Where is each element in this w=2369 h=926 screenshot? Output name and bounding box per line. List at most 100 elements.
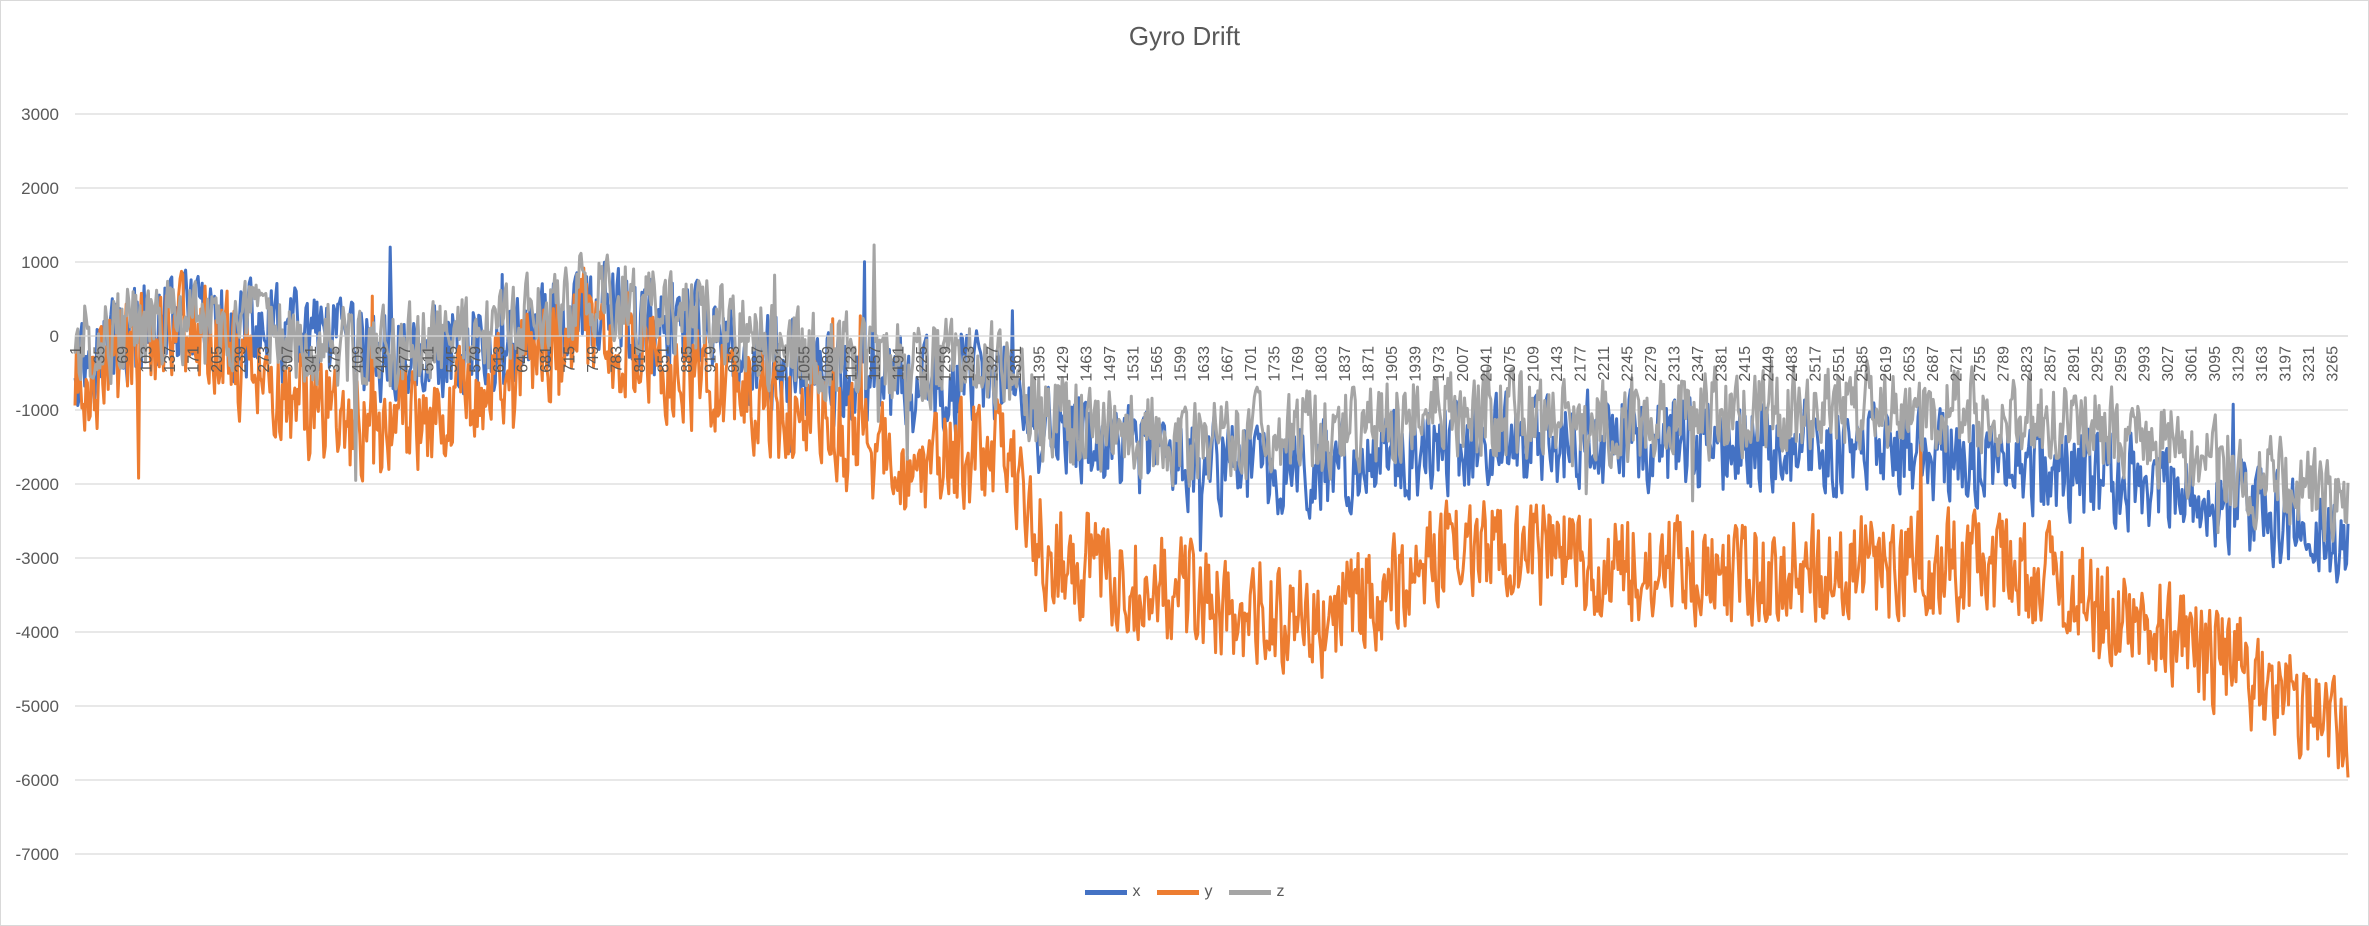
x-tick-label: 1701 [1243, 346, 1260, 382]
x-tick-label: 239 [233, 346, 250, 373]
x-tick-label: 2211 [1596, 346, 1613, 381]
legend: x y z [1, 883, 2368, 901]
x-tick-label: 783 [609, 346, 626, 373]
x-tick-label: 3095 [2207, 346, 2224, 382]
x-tick-label: 2143 [1549, 346, 1566, 382]
x-tick-label: 2347 [1690, 346, 1707, 382]
x-tick-label: 1 [68, 346, 85, 355]
x-tick-label: 341 [303, 346, 320, 373]
x-tick-label: 3027 [2160, 346, 2177, 382]
x-tick-label: 987 [750, 346, 767, 373]
x-tick-label: 2789 [1995, 346, 2012, 382]
x-tick-label: 1973 [1431, 346, 1448, 382]
x-tick-label: 2007 [1455, 346, 1472, 382]
x-tick-label: 1667 [1220, 346, 1237, 382]
x-tick-label: 749 [585, 346, 602, 373]
x-tick-label: 919 [703, 346, 720, 373]
x-tick-label: 2619 [1878, 346, 1895, 382]
x-tick-label: 35 [92, 346, 109, 364]
x-tick-label: 3197 [2277, 346, 2294, 382]
y-tick-label: 0 [50, 327, 59, 346]
x-tick-label: 1531 [1126, 346, 1143, 382]
x-tick-label: 2653 [1901, 346, 1918, 382]
x-tick-label: 2993 [2136, 346, 2153, 382]
x-tick-label: 2517 [1807, 346, 1824, 382]
x-tick-label: 2891 [2066, 346, 2083, 382]
x-tick-label: 2551 [1831, 346, 1848, 382]
x-tick-label: 1259 [938, 346, 955, 382]
x-tick-label: 2313 [1666, 346, 1683, 382]
x-tick-label: 1939 [1408, 346, 1425, 382]
legend-swatch [1156, 889, 1199, 895]
legend-item-x: x [1084, 883, 1141, 901]
x-tick-label: 2245 [1619, 346, 1636, 382]
x-tick-label: 477 [397, 346, 414, 373]
x-tick-label: 1633 [1196, 346, 1213, 382]
x-tick-label: 1361 [1008, 346, 1025, 382]
x-tick-label: 1089 [820, 346, 837, 382]
x-tick-label: 3061 [2183, 346, 2200, 382]
y-tick-label: -3000 [16, 549, 59, 568]
x-tick-label: 3129 [2230, 346, 2247, 382]
x-tick-label: 1123 [844, 346, 861, 381]
x-tick-label: 2925 [2089, 346, 2106, 382]
x-axis: 1 35 69 103 137 171 205 239 273 307 341 375 409 443 47… [68, 335, 2348, 382]
series-line-y [73, 266, 2350, 778]
x-tick-label: 1429 [1055, 346, 1072, 382]
x-tick-label: 3265 [2324, 346, 2341, 382]
legend-swatch [1084, 889, 1127, 895]
legend-label: x [1132, 883, 1141, 900]
x-tick-label: 2109 [1525, 346, 1542, 382]
x-tick-label: 1055 [797, 346, 814, 382]
x-tick-label: 681 [538, 346, 555, 373]
x-tick-label: 2415 [1737, 346, 1754, 382]
x-tick-label: 409 [350, 346, 367, 373]
x-tick-label: 817 [632, 346, 649, 373]
x-tick-label: 1497 [1102, 346, 1119, 382]
x-tick-label: 2823 [2019, 346, 2036, 382]
x-tick-label: 2721 [1948, 346, 1965, 382]
x-tick-label: 647 [515, 346, 532, 373]
x-tick-label: 3163 [2254, 346, 2271, 382]
x-tick-label: 1463 [1079, 346, 1096, 382]
x-tick-label: 2483 [1784, 346, 1801, 382]
x-tick-label: 1905 [1384, 346, 1401, 382]
x-tick-label: 205 [209, 346, 226, 373]
x-tick-label: 1157 [867, 346, 884, 381]
x-tick-label: 1803 [1314, 346, 1331, 382]
x-tick-label: 1021 [773, 346, 790, 382]
x-tick-label: 511 [421, 346, 438, 372]
x-tick-label: 2279 [1643, 346, 1660, 382]
y-tick-label: 3000 [21, 105, 59, 124]
x-tick-label: 171 [186, 346, 203, 373]
x-tick-label: 103 [139, 346, 156, 373]
x-tick-label: 69 [115, 346, 132, 364]
x-tick-label: 443 [374, 346, 391, 373]
x-tick-label: 715 [562, 346, 579, 373]
y-tick-label: -2000 [16, 475, 59, 494]
x-tick-label: 1395 [1032, 346, 1049, 382]
y-tick-label: -6000 [16, 771, 59, 790]
x-tick-label: 1769 [1290, 346, 1307, 382]
x-tick-label: 1327 [985, 346, 1002, 382]
x-tick-label: 1191 [891, 346, 908, 381]
x-tick-label: 1735 [1267, 346, 1284, 382]
x-tick-label: 851 [656, 346, 673, 373]
legend-label: y [1204, 883, 1213, 900]
gridlines: 3000 2000 1000 0 -1000 -2000 -3000 -4000 -5000 -6… [16, 105, 2348, 864]
legend-label: z [1276, 883, 1285, 900]
x-tick-label: 613 [491, 346, 508, 373]
y-tick-label: -4000 [16, 623, 59, 642]
x-tick-label: 2449 [1760, 346, 1777, 382]
x-tick-label: 579 [468, 346, 485, 373]
x-tick-label: 2075 [1502, 346, 1519, 382]
x-tick-label: 1837 [1337, 346, 1354, 382]
x-tick-label: 3231 [2301, 346, 2318, 382]
x-tick-label: 2755 [1972, 346, 1989, 382]
x-tick-label: 2857 [2042, 346, 2059, 382]
y-tick-label: -5000 [16, 697, 59, 716]
legend-item-z: z [1228, 883, 1285, 901]
x-tick-label: 2585 [1854, 346, 1871, 382]
